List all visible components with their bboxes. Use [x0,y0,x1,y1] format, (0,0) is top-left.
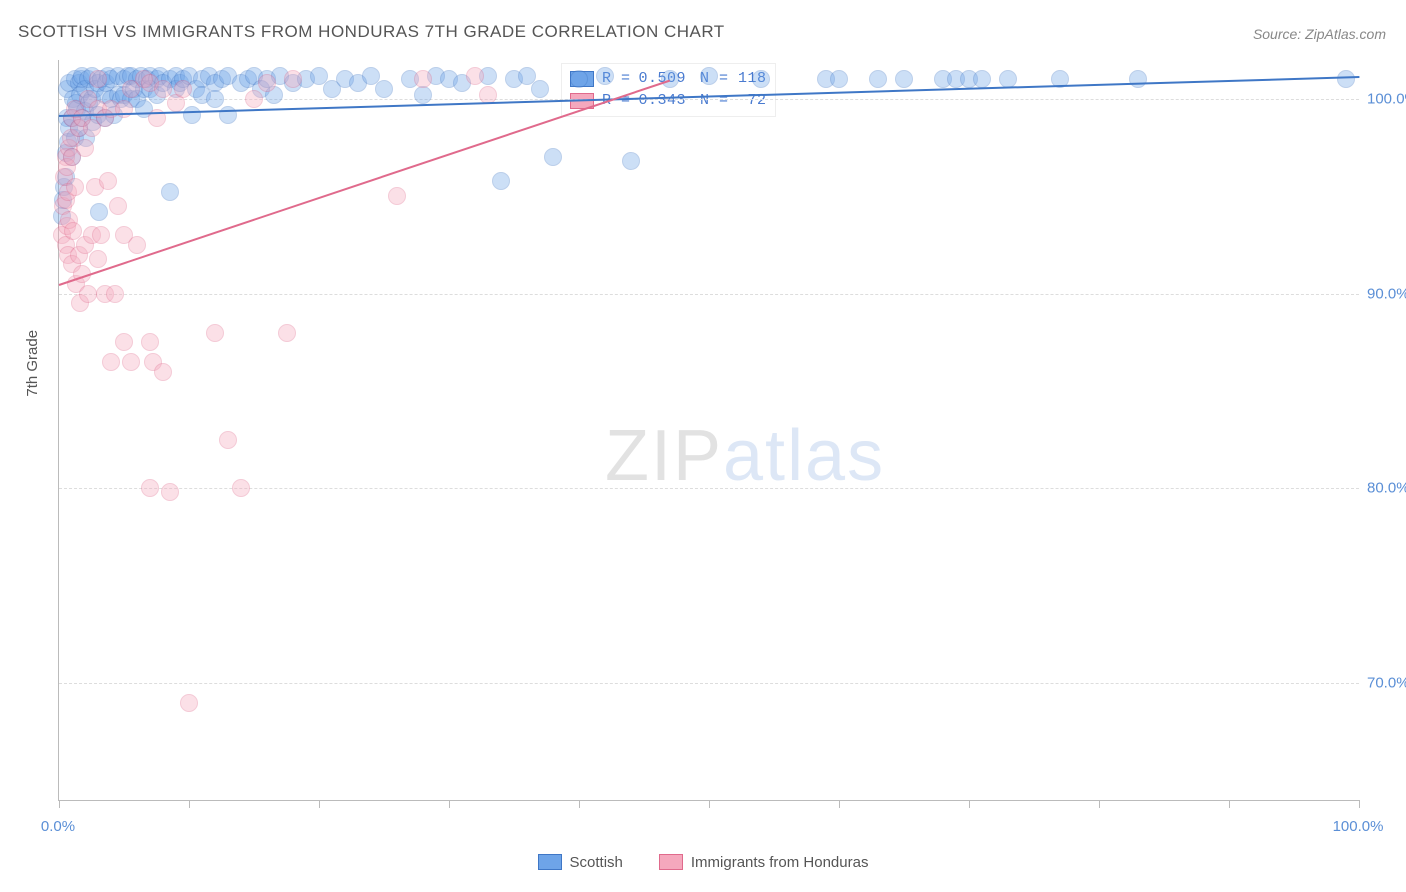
data-point-honduras [284,70,302,88]
data-point-honduras [122,353,140,371]
data-point-honduras [102,353,120,371]
data-point-scottish [206,90,224,108]
chart-title: SCOTTISH VS IMMIGRANTS FROM HONDURAS 7TH… [18,22,725,42]
data-point-honduras [278,324,296,342]
data-point-honduras [128,236,146,254]
data-point-honduras [219,431,237,449]
data-point-scottish [1129,70,1147,88]
data-point-scottish [183,106,201,124]
x-tick [839,800,840,808]
x-tick [449,800,450,808]
x-tick [969,800,970,808]
data-point-scottish [1337,70,1355,88]
gridline [59,488,1359,489]
y-tick-label: 70.0% [1367,675,1406,692]
data-point-scottish [492,172,510,190]
data-point-scottish [869,70,887,88]
data-point-scottish [830,70,848,88]
scatter-plot-area: ZIPatlas R =0.509N =118R =0.343N =72 70.… [58,60,1359,801]
n-label: N = [700,90,729,112]
data-point-scottish [161,183,179,201]
data-point-scottish [700,67,718,85]
data-point-honduras [174,80,192,98]
x-tick-label: 0.0% [41,818,75,835]
x-tick [319,800,320,808]
data-point-honduras [76,139,94,157]
data-point-honduras [154,363,172,381]
data-point-honduras [232,479,250,497]
data-point-honduras [89,70,107,88]
data-point-scottish [622,152,640,170]
data-point-scottish [570,70,588,88]
data-point-honduras [66,178,84,196]
data-point-honduras [161,483,179,501]
data-point-scottish [219,106,237,124]
data-point-honduras [109,197,127,215]
data-point-honduras [141,479,159,497]
x-tick [709,800,710,808]
data-point-honduras [106,285,124,303]
data-point-honduras [79,285,97,303]
data-point-scottish [895,70,913,88]
data-point-scottish [973,70,991,88]
data-point-honduras [141,333,159,351]
series-legend: Scottish Immigrants from Honduras [0,854,1406,875]
data-point-honduras [414,70,432,88]
legend-item-scottish: Scottish [538,854,623,871]
data-point-scottish [90,203,108,221]
x-tick-label: 100.0% [1333,818,1384,835]
legend-swatch [659,854,683,870]
data-point-honduras [466,67,484,85]
data-point-honduras [115,333,133,351]
x-tick [1359,800,1360,808]
data-point-scottish [661,70,679,88]
legend-label: Immigrants from Honduras [691,854,869,871]
r-value: 0.343 [639,90,687,112]
y-axis-label: 7th Grade [24,330,41,397]
data-point-scottish [752,70,770,88]
data-point-honduras [258,74,276,92]
gridline [59,683,1359,684]
data-point-scottish [544,148,562,166]
y-tick-label: 80.0% [1367,480,1406,497]
data-point-honduras [245,90,263,108]
x-tick [1229,800,1230,808]
data-point-honduras [388,187,406,205]
gridline [59,294,1359,295]
legend-swatch [538,854,562,870]
data-point-scottish [531,80,549,98]
source-attribution: Source: ZipAtlas.com [1253,26,1386,42]
y-tick-label: 100.0% [1367,90,1406,107]
data-point-honduras [89,250,107,268]
x-tick [1099,800,1100,808]
data-point-honduras [180,694,198,712]
x-tick [579,800,580,808]
data-point-honduras [206,324,224,342]
data-point-scottish [375,80,393,98]
legend-stat-row-honduras: R =0.343N =72 [570,90,767,112]
legend-item-honduras: Immigrants from Honduras [659,854,869,871]
data-point-honduras [92,226,110,244]
x-tick [189,800,190,808]
data-point-honduras [99,172,117,190]
data-point-scottish [414,86,432,104]
legend-label: Scottish [570,854,623,871]
data-point-scottish [596,67,614,85]
watermark: ZIPatlas [605,415,885,497]
x-tick [59,800,60,808]
y-tick-label: 90.0% [1367,285,1406,302]
